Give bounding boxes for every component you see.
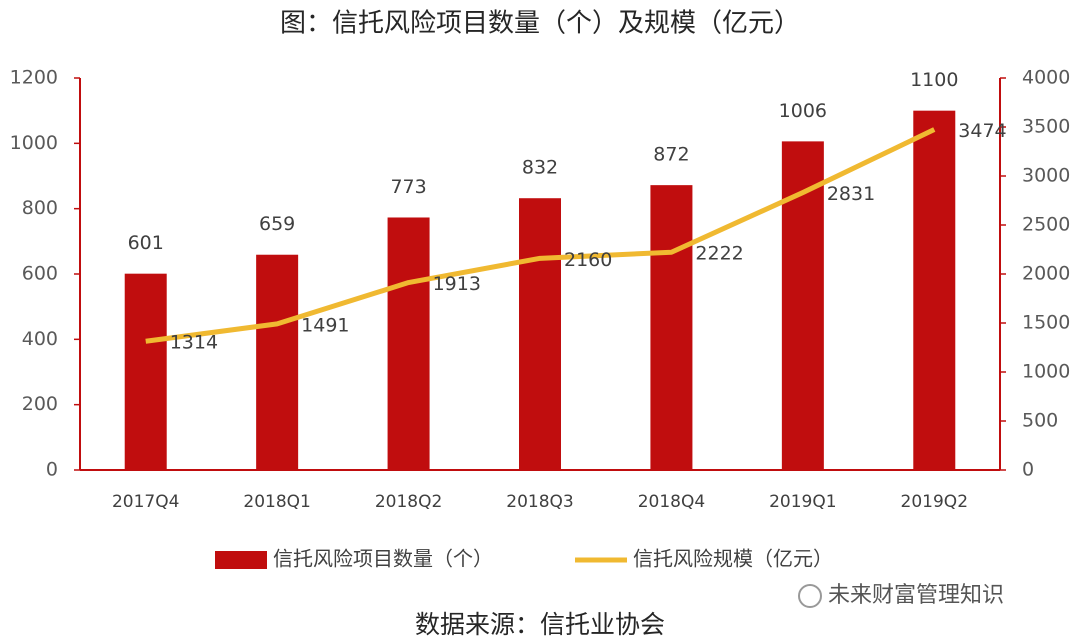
bar <box>913 110 956 471</box>
bar <box>387 217 430 470</box>
y2-tick-label: 3000 <box>1022 165 1070 187</box>
source: 数据来源：信托业协会 <box>415 610 665 639</box>
y-tick-label: 400 <box>22 328 58 350</box>
bar-value-label: 601 <box>128 232 164 254</box>
bar <box>519 198 561 471</box>
y2-tick-label: 4000 <box>1022 67 1070 89</box>
y2-tick-label: 500 <box>1022 410 1058 432</box>
y-tick-label: 1200 <box>10 67 58 89</box>
bar-value-label: 773 <box>390 176 426 198</box>
x-tick-label: 2019Q1 <box>769 492 836 512</box>
line-value-label: 1491 <box>301 314 349 336</box>
line-value-label: 1913 <box>433 273 481 295</box>
y-tick-label: 200 <box>22 393 58 415</box>
y2-tick-label: 2000 <box>1022 263 1070 285</box>
y2-tick-label: 0 <box>1022 459 1034 481</box>
y-tick-label: 800 <box>22 197 58 219</box>
watermark: 未来财富管理知识 <box>828 583 1004 608</box>
line-value-label: 2160 <box>564 249 612 271</box>
line-value-label: 3474 <box>958 120 1006 142</box>
y2-tick-label: 1000 <box>1022 361 1070 383</box>
line <box>145 127 936 344</box>
line-value-label: 2831 <box>827 183 875 205</box>
y2-tick-label: 2500 <box>1022 214 1070 236</box>
legend-label: 信托风险规模（亿元） <box>633 547 833 571</box>
x-tick-label: 2019Q2 <box>901 492 968 512</box>
watermark-icon <box>798 584 822 608</box>
bar <box>781 141 824 470</box>
y-tick-label: 0 <box>46 459 58 481</box>
line-value-label: 1314 <box>170 332 218 354</box>
line-value-label: 2222 <box>695 243 743 265</box>
y-tick-label: 600 <box>22 263 58 285</box>
bar-value-label: 1100 <box>910 69 958 91</box>
x-tick-label: 2017Q4 <box>112 492 179 512</box>
bar-value-label: 872 <box>653 144 689 166</box>
legend-label: 信托风险项目数量（个） <box>273 547 493 571</box>
bar <box>124 273 167 470</box>
x-tick-label: 2018Q4 <box>638 492 705 512</box>
x-tick-label: 2018Q2 <box>375 492 442 512</box>
x-tick-label: 2018Q1 <box>243 492 310 512</box>
y2-tick-label: 1500 <box>1022 312 1070 334</box>
bar-value-label: 832 <box>522 157 558 179</box>
y2-tick-label: 3500 <box>1022 116 1070 138</box>
x-tick-label: 2018Q3 <box>506 492 573 512</box>
chart-title: 图：信托风险项目数量（个）及规模（亿元） <box>280 9 800 39</box>
legend-swatch <box>215 551 267 569</box>
bar <box>650 185 693 470</box>
bar-value-label: 659 <box>259 213 295 235</box>
bar-value-label: 1006 <box>779 100 827 122</box>
y-tick-label: 1000 <box>10 132 58 154</box>
bar <box>256 254 299 470</box>
